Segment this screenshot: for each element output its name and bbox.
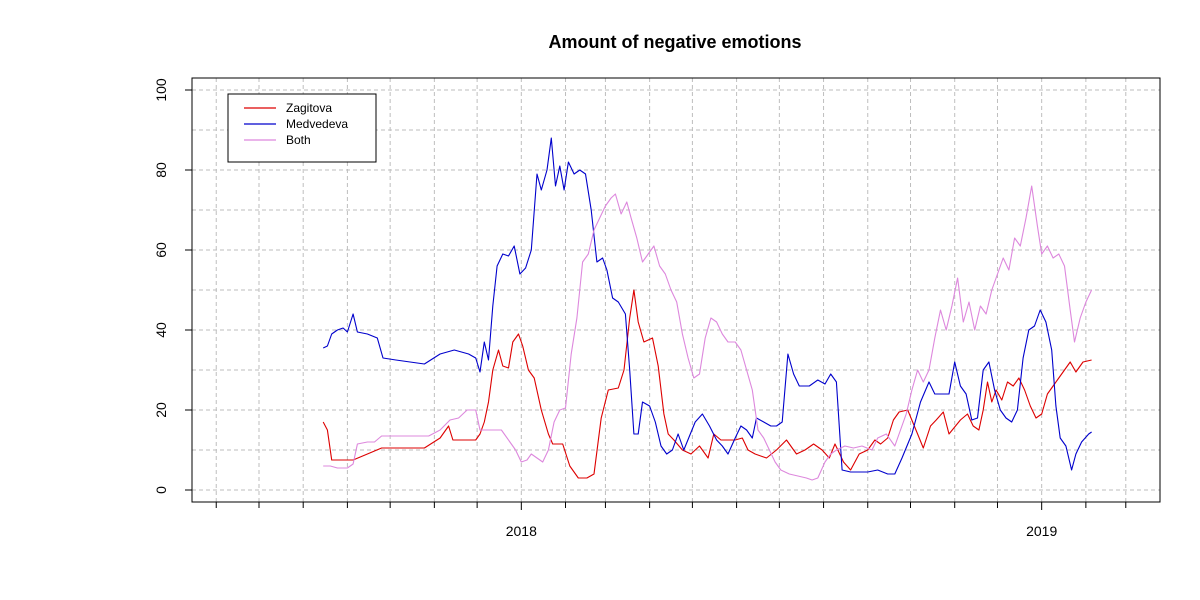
chart-title: Amount of negative emotions [548, 32, 801, 52]
x-tick-label: 2018 [506, 523, 537, 539]
x-tick-label: 2019 [1026, 523, 1057, 539]
y-axis: 0 20 40 60 80 100 [153, 78, 193, 494]
legend: Zagitova Medvedeva Both [227, 93, 377, 163]
y-tick-label: 100 [153, 78, 169, 102]
y-tick-label: 0 [153, 486, 169, 494]
legend-label-zagitova: Zagitova [286, 101, 332, 115]
x-axis: 2018 2019 [215, 502, 1127, 539]
y-tick-label: 60 [153, 242, 169, 258]
y-tick-label: 40 [153, 322, 169, 338]
series-line-zagitova [322, 289, 1092, 479]
legend-box [227, 93, 377, 163]
y-tick-label: 20 [153, 402, 169, 418]
legend-label-medvedeva: Medvedeva [286, 117, 348, 131]
series-layer [322, 137, 1093, 481]
series-line-both [323, 185, 1093, 481]
grid [192, 78, 1160, 502]
y-tick-label: 80 [153, 162, 169, 178]
series-line-medvedeva [322, 137, 1092, 475]
legend-label-both: Both [286, 133, 311, 147]
